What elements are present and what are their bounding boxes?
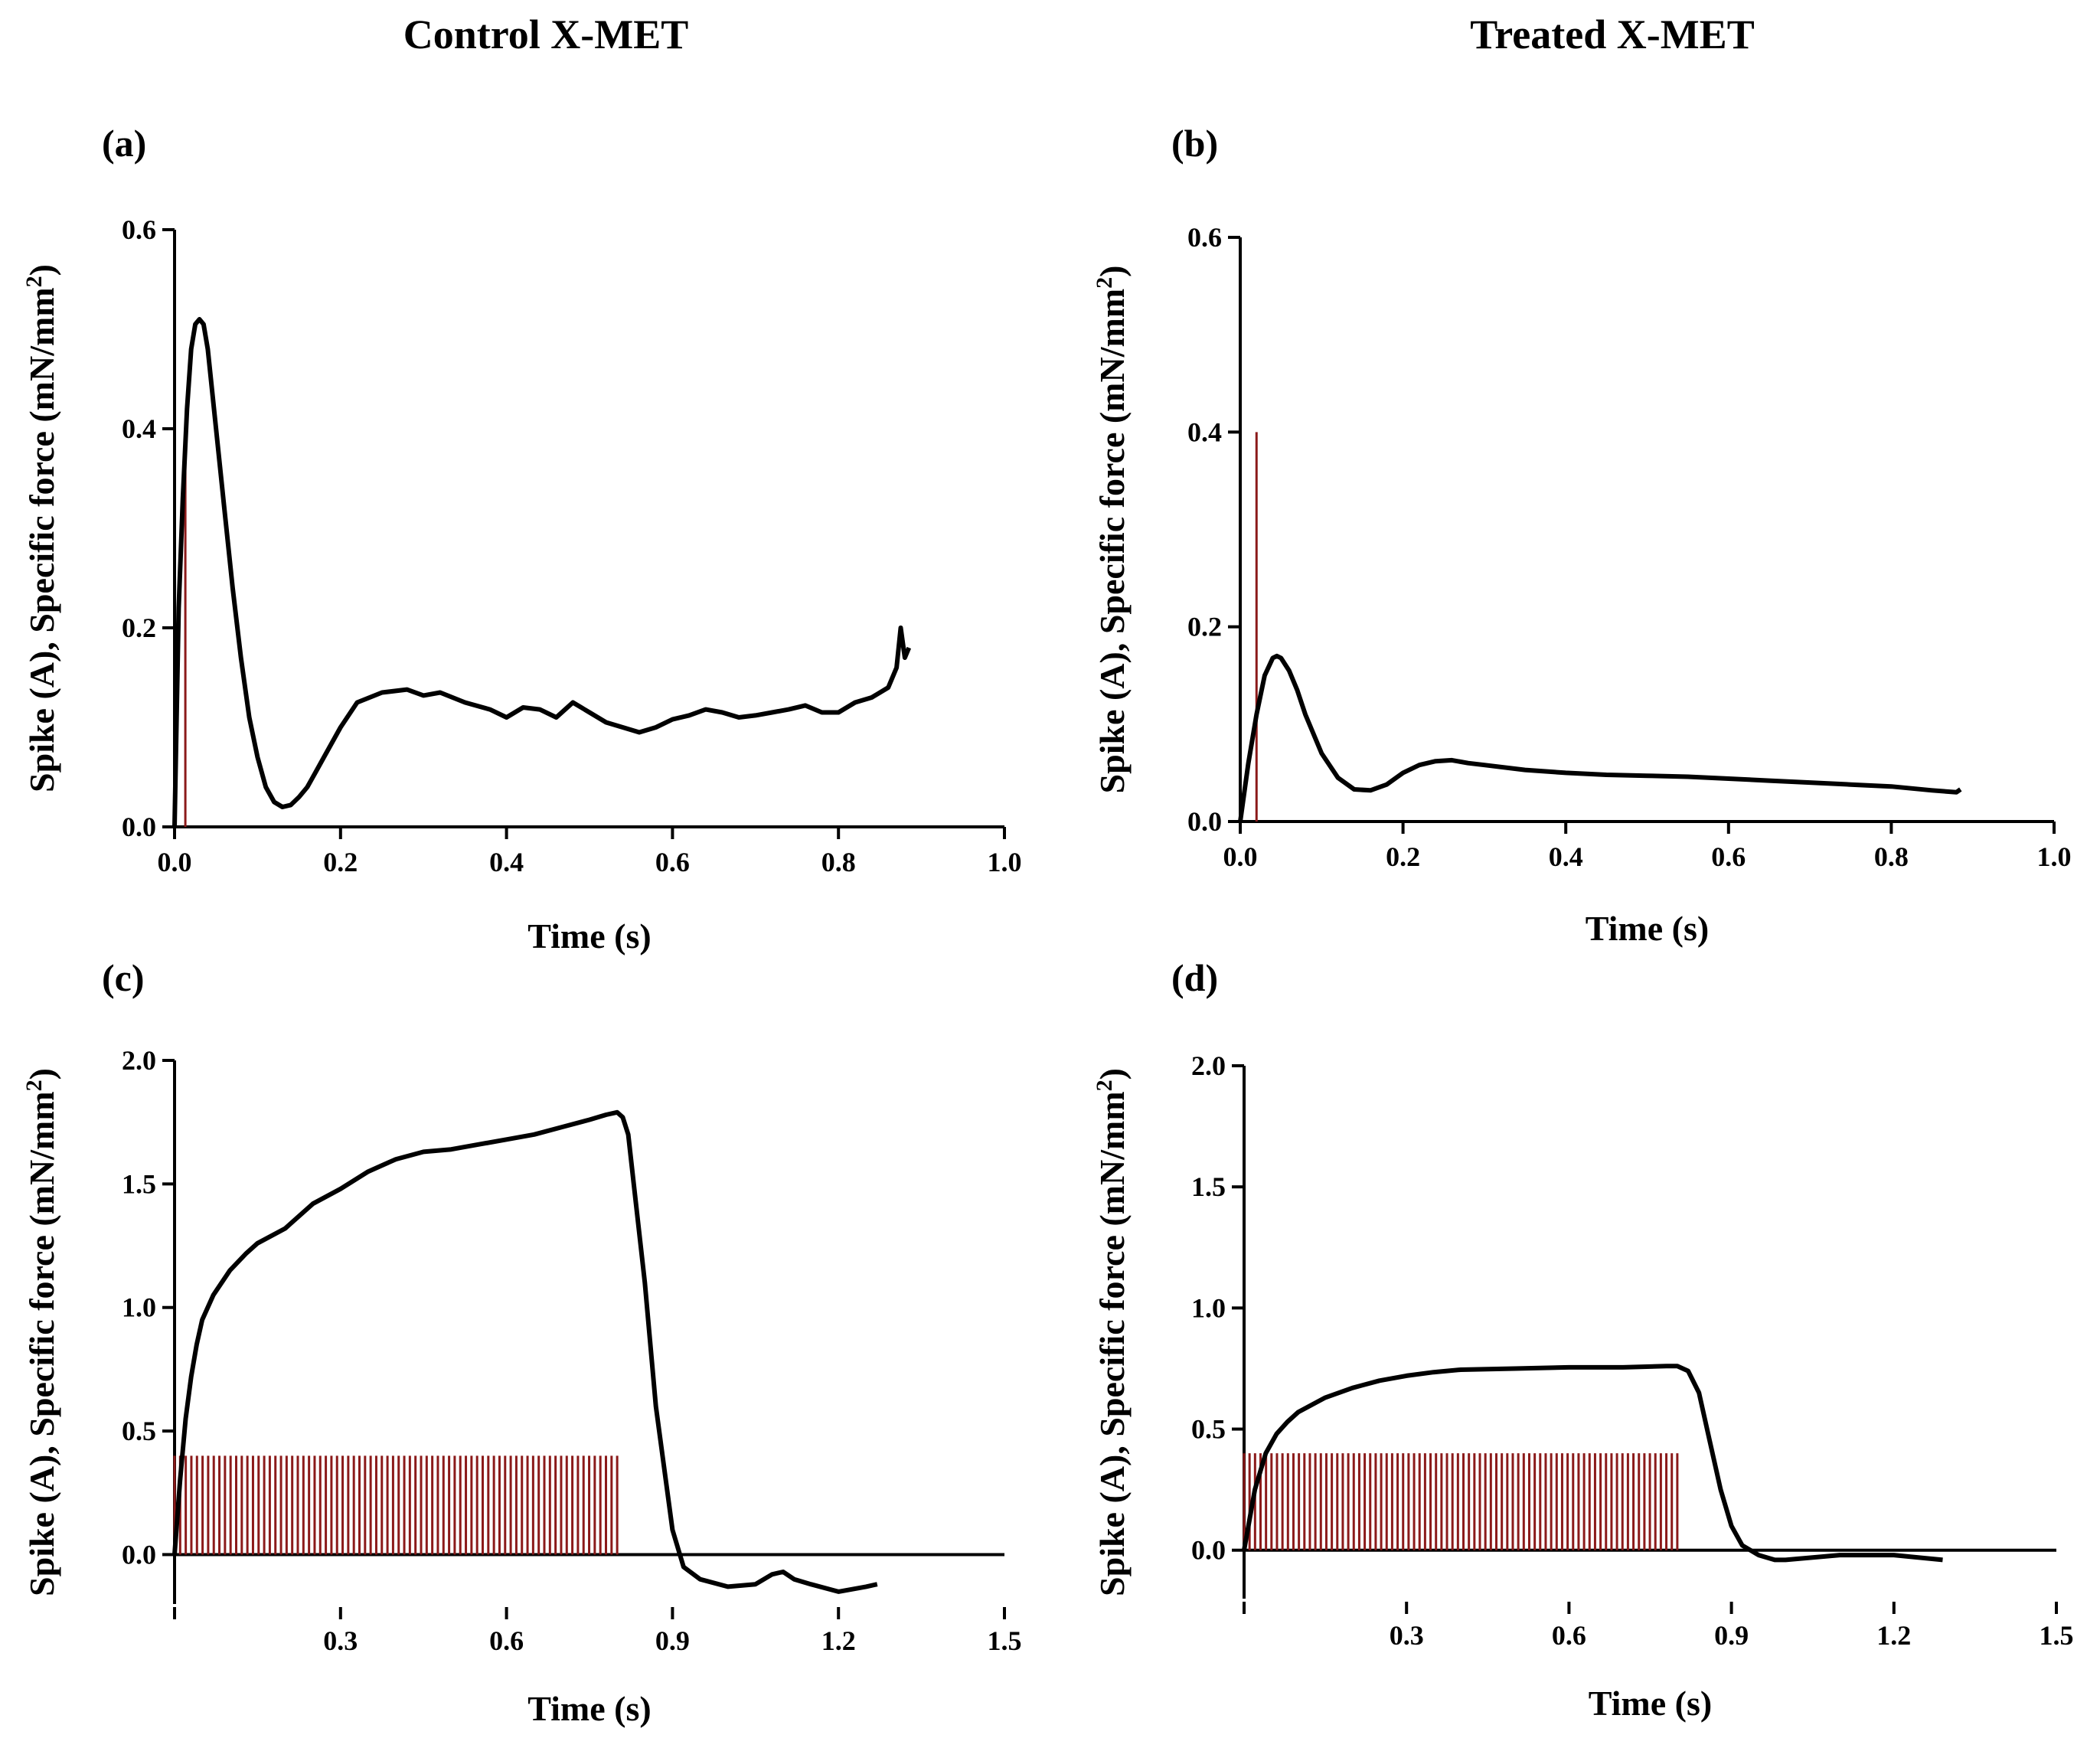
x-tick-label: 1.2: [821, 1625, 856, 1656]
x-tick-label: 0.3: [1390, 1620, 1424, 1651]
y-axis-title: Spike (A), Specific force (mN/mm2): [1092, 266, 1132, 794]
y-axis-title-superscript: 2: [1092, 277, 1117, 289]
y-tick-label: 0.4: [1187, 417, 1222, 447]
y-tick-label: 1.0: [1191, 1292, 1226, 1323]
x-axis-title: Time (s): [1589, 1684, 1712, 1723]
y-axis-title-end: ): [22, 1068, 61, 1080]
panel-label-a: (a): [102, 122, 147, 165]
x-tick-label: 1.2: [1876, 1620, 1911, 1651]
x-tick-label: 0.9: [655, 1625, 690, 1656]
x-tick-label: 1.5: [988, 1625, 1022, 1656]
x-tick-label: 1.0: [988, 847, 1022, 877]
y-axis-title: Spike (A), Specific force (mN/mm2): [21, 264, 61, 792]
x-axis-title: Time (s): [1586, 909, 1709, 948]
x-tick-label: 0.6: [1711, 841, 1746, 872]
y-tick-label: 0.2: [122, 613, 156, 643]
force-trace: [172, 1109, 878, 1594]
panel-label-b: (b): [1171, 122, 1219, 165]
y-axis-title: Spike (A), Specific force (mN/mm2): [1092, 1068, 1132, 1596]
y-axis-title-superscript: 2: [21, 276, 47, 287]
y-tick-label: 0.0: [1191, 1535, 1226, 1566]
y-axis-title-main: Spike (A), Specific force (mN/mm: [1092, 289, 1132, 794]
y-axis-title-main: Spike (A), Specific force (mN/mm: [1092, 1091, 1132, 1596]
panel-label-c: (c): [102, 956, 145, 999]
force-trace: [1242, 1364, 1943, 1563]
y-tick-label: 2.0: [1191, 1050, 1226, 1081]
y-tick-label: 2.0: [122, 1045, 156, 1076]
y-tick-label: 1.0: [122, 1292, 156, 1323]
force-trace: [172, 317, 912, 828]
x-tick-label: 0.8: [821, 847, 856, 877]
x-tick-label: 0.4: [1549, 841, 1583, 872]
y-axis-title-end: ): [22, 264, 61, 276]
force-trace: [1238, 653, 1962, 822]
y-tick-label: 0.0: [122, 812, 156, 842]
spike-series: [173, 1455, 619, 1555]
x-tick-label: 1.5: [2040, 1620, 2074, 1651]
y-tick-label: 1.5: [122, 1168, 156, 1199]
chart-panel-4: 0.0 0.5 1.0 1.5 2.0 0.3 0.6 0.9 1.2 1.5 Time (s) Sp…: [1092, 1050, 2074, 1723]
y-axis-title-end: ): [1092, 1068, 1132, 1080]
column-title-control: Control X-MET: [403, 11, 689, 57]
y-axis-title-end: ): [1092, 266, 1132, 277]
x-tick-label: 0.2: [1386, 841, 1420, 872]
y-tick-label: 0.4: [122, 413, 156, 444]
chart-panel-3: 0.0 0.5 1.0 1.5 2.0 0.3 0.6 0.9 1.2 1.5 Time (s) Sp…: [21, 1045, 1022, 1728]
y-axis-title-superscript: 2: [21, 1080, 47, 1091]
x-tick-label: 0.8: [1874, 841, 1909, 872]
x-tick-label: 0.2: [323, 847, 358, 877]
x-tick-label: 1.0: [2037, 841, 2072, 872]
y-tick-label: 0.5: [1191, 1414, 1226, 1445]
y-axis-title-main: Spike (A), Specific force (mN/mm: [22, 287, 61, 792]
x-tick-label: 0.9: [1714, 1620, 1749, 1651]
x-tick-label: 0.3: [323, 1625, 358, 1656]
x-tick-label: 0.4: [489, 847, 524, 877]
y-tick-label: 0.6: [1187, 222, 1222, 253]
x-axis-title: Time (s): [527, 916, 651, 956]
y-tick-label: 1.5: [1191, 1171, 1226, 1202]
x-tick-label: 0.6: [489, 1625, 524, 1656]
y-tick-label: 0.2: [1187, 612, 1222, 642]
x-tick-label: 0.0: [1223, 841, 1258, 872]
y-tick-label: 0.0: [122, 1539, 156, 1570]
y-axis-title: Spike (A), Specific force (mN/mm2): [21, 1068, 61, 1596]
x-axis-title: Time (s): [527, 1689, 651, 1728]
chart-panel-1: 0.0 0.2 0.4 0.6 0.0 0.2 0.4 0.6 0.8 1.0 Time (s) Sp…: [21, 214, 1022, 956]
x-tick-label: 0.6: [655, 847, 690, 877]
x-tick-label: 0.6: [1552, 1620, 1586, 1651]
column-title-treated: Treated X-MET: [1470, 11, 1755, 57]
y-tick-label: 0.6: [122, 214, 156, 245]
spike-series: [1243, 1453, 1679, 1550]
y-tick-label: 0.5: [122, 1416, 156, 1446]
x-tick-label: 0.0: [158, 847, 192, 877]
y-axis-title-superscript: 2: [1092, 1080, 1117, 1091]
panel-label-d: (d): [1171, 956, 1219, 999]
y-tick-label: 0.0: [1187, 806, 1222, 837]
y-axis-title-main: Spike (A), Specific force (mN/mm: [22, 1091, 61, 1596]
chart-panel-2: 0.0 0.2 0.4 0.6 0.0 0.2 0.4 0.6 0.8 1.0 Time (s) Sp…: [1092, 222, 2072, 948]
